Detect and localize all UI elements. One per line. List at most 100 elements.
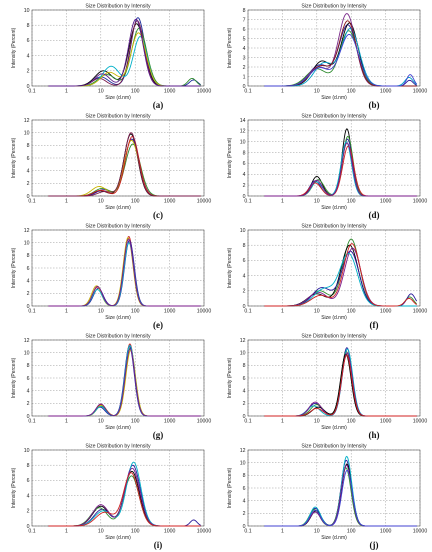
x-tick-label: 100 bbox=[347, 419, 356, 425]
x-tick-label: 0.1 bbox=[244, 419, 251, 425]
series-line-4 bbox=[48, 461, 201, 527]
x-tick-label: 0.1 bbox=[244, 309, 251, 315]
series-line-6 bbox=[264, 142, 417, 197]
y-tick-label: 1 bbox=[243, 74, 246, 80]
y-tick-label: 6 bbox=[243, 27, 246, 33]
y-tick-label: 14 bbox=[240, 118, 246, 124]
y-axis-title: Intensity (Percent) bbox=[11, 357, 17, 398]
x-tick-label: 10 bbox=[314, 529, 320, 535]
panel-label: (j) bbox=[370, 540, 379, 550]
x-tick-label: 0.1 bbox=[244, 529, 251, 535]
panel-label: (d) bbox=[369, 210, 380, 220]
plot-frame bbox=[31, 119, 205, 197]
chart-title: Size Distribution by Intensity bbox=[301, 444, 367, 450]
x-tick-label: 1 bbox=[281, 529, 284, 535]
panel-label: (b) bbox=[369, 100, 380, 110]
x-tick-label: 1 bbox=[65, 89, 68, 95]
y-tick-label: 6 bbox=[27, 478, 30, 484]
x-tick-label: 10000 bbox=[197, 89, 212, 95]
x-axis-title: Size (d.nm) bbox=[105, 535, 131, 541]
series-line-5 bbox=[264, 464, 417, 527]
y-tick-label: 6 bbox=[243, 161, 246, 167]
y-tick-label: 2 bbox=[27, 401, 30, 407]
x-tick-label: 0.1 bbox=[28, 419, 35, 425]
y-tick-label: 6 bbox=[243, 376, 246, 382]
chart-title: Size Distribution by Intensity bbox=[85, 334, 151, 340]
x-tick-label: 10000 bbox=[197, 419, 212, 425]
x-tick-label: 10000 bbox=[413, 419, 428, 425]
chart-title: Size Distribution by Intensity bbox=[85, 224, 151, 230]
y-tick-label: 8 bbox=[243, 473, 246, 479]
series-line-4 bbox=[264, 455, 417, 527]
x-tick-label: 0.1 bbox=[28, 309, 35, 315]
plot-frame bbox=[31, 339, 205, 417]
x-axis-title: Size (d.nm) bbox=[105, 95, 131, 101]
chart-panel-g: Size Distribution by Intensity 0.1 1 10 100 1… bbox=[0, 332, 216, 442]
y-tick-label: 12 bbox=[240, 338, 246, 344]
y-tick-label: 6 bbox=[27, 156, 30, 162]
x-tick-label: 1000 bbox=[164, 529, 176, 535]
x-tick-label: 1 bbox=[65, 309, 68, 315]
x-axis-title: Size (d.nm) bbox=[105, 425, 131, 431]
y-tick-label: 2 bbox=[243, 511, 246, 517]
y-tick-label: 8 bbox=[27, 363, 30, 369]
x-tick-label: 1 bbox=[281, 419, 284, 425]
x-axis-title: Size (d.nm) bbox=[321, 535, 347, 541]
x-tick-label: 10 bbox=[314, 309, 320, 315]
series-line-6 bbox=[48, 132, 201, 197]
series-line-6 bbox=[48, 32, 201, 87]
series-line-3 bbox=[48, 143, 201, 197]
x-tick-label: 10 bbox=[314, 419, 320, 425]
x-tick-label: 0.1 bbox=[244, 89, 251, 95]
y-tick-label: 0 bbox=[243, 304, 246, 310]
series-line-1 bbox=[48, 235, 201, 307]
y-axis-title: Intensity (Percent) bbox=[227, 467, 233, 508]
y-tick-label: 0 bbox=[27, 194, 30, 200]
panel-label: (i) bbox=[154, 540, 163, 550]
y-tick-label: 4 bbox=[27, 53, 30, 59]
y-tick-label: 2 bbox=[243, 65, 246, 71]
y-tick-label: 8 bbox=[243, 363, 246, 369]
y-tick-label: 6 bbox=[27, 38, 30, 44]
y-tick-label: 2 bbox=[27, 291, 30, 297]
x-axis-title: Size (d.nm) bbox=[105, 315, 131, 321]
x-tick-label: 100 bbox=[131, 199, 140, 205]
y-tick-label: 8 bbox=[243, 8, 246, 14]
chart-title: Size Distribution by Intensity bbox=[85, 114, 151, 120]
series-line-6 bbox=[264, 243, 417, 307]
series-line-3 bbox=[48, 475, 201, 527]
x-tick-label: 100 bbox=[347, 529, 356, 535]
y-tick-label: 8 bbox=[243, 150, 246, 156]
series-line-7 bbox=[48, 18, 201, 87]
y-tick-label: 10 bbox=[240, 228, 246, 234]
y-tick-label: 10 bbox=[24, 8, 30, 14]
x-tick-label: 10 bbox=[98, 529, 104, 535]
y-tick-label: 12 bbox=[24, 118, 30, 124]
x-tick-label: 1000 bbox=[380, 199, 392, 205]
y-tick-label: 6 bbox=[243, 258, 246, 264]
y-tick-label: 4 bbox=[243, 172, 246, 178]
y-tick-label: 8 bbox=[27, 23, 30, 29]
x-tick-label: 0.1 bbox=[28, 199, 35, 205]
x-tick-label: 1000 bbox=[164, 309, 176, 315]
x-axis-title: Size (d.nm) bbox=[321, 315, 347, 321]
y-axis-title: Intensity (Percent) bbox=[11, 27, 17, 68]
series-line-4 bbox=[264, 141, 417, 197]
series-line-5 bbox=[48, 238, 201, 307]
panel-label: (g) bbox=[153, 430, 164, 440]
x-tick-label: 0.1 bbox=[244, 199, 251, 205]
series-line-6 bbox=[48, 472, 201, 527]
x-tick-label: 1 bbox=[65, 529, 68, 535]
series-line-3 bbox=[48, 27, 201, 87]
plot-frame bbox=[247, 449, 421, 527]
y-tick-label: 2 bbox=[27, 509, 30, 515]
y-tick-label: 0 bbox=[27, 414, 30, 420]
y-tick-label: 6 bbox=[27, 376, 30, 382]
y-tick-label: 2 bbox=[27, 181, 30, 187]
series-line-5 bbox=[48, 36, 201, 87]
plot-frame bbox=[247, 119, 421, 197]
